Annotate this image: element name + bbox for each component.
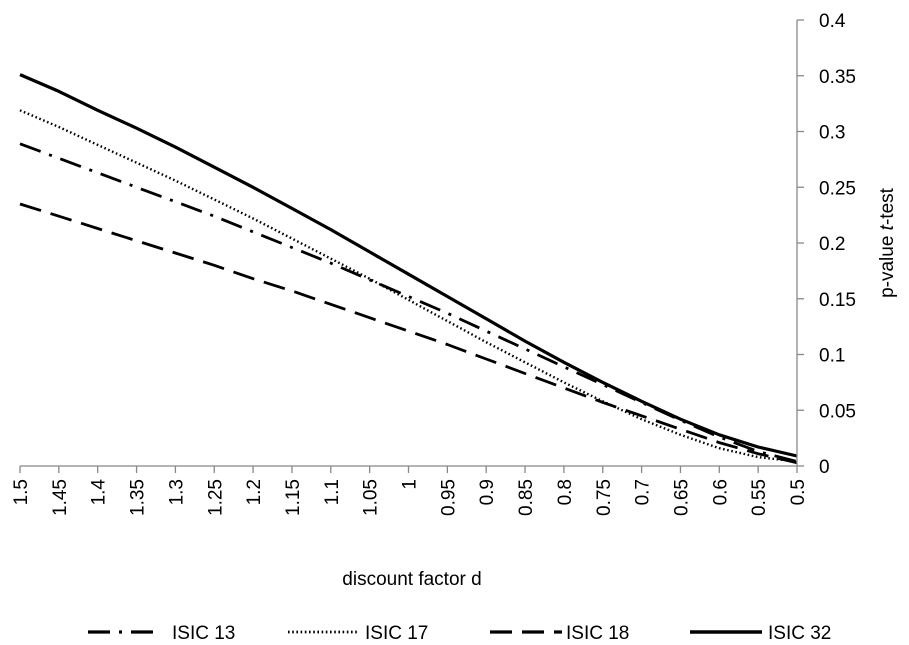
x-tick-label: 1.15 (283, 479, 304, 516)
x-axis: 1.5 1.45 1.4 1.35 1.3 1.25 1.2 1.15 1.1 1.05 1 0.95… (11, 465, 809, 516)
series-line (19, 202, 798, 465)
x-tick-label: 0.65 (671, 479, 692, 516)
y-axis: 0 0.05 0.1 0.15 0.2 0.25 0.3 0.35 0.4 (796, 11, 856, 478)
x-axis-label: discount factor d (342, 569, 481, 590)
x-tick-label: 0.7 (633, 479, 654, 505)
y-tick-label: 0.3 (819, 123, 845, 144)
series-line (19, 142, 798, 463)
x-tick-label: 0.95 (438, 479, 459, 516)
series-line (19, 73, 798, 458)
y-tick-label: 0.35 (819, 67, 856, 88)
y-tick-label: 0.25 (819, 178, 856, 199)
x-tick-label: 0.55 (749, 479, 770, 516)
x-tick-label: 0.5 (788, 479, 809, 505)
legend-label: ISIC 32 (768, 623, 831, 644)
x-tick-label: 0.9 (477, 479, 498, 505)
x-tick-label: 1.45 (50, 479, 71, 516)
legend: ISIC 13 ISIC 17 ISIC 18 ISIC 32 (88, 623, 831, 644)
x-tick-label: 1.25 (205, 479, 226, 516)
y-tick-label: 0.05 (819, 401, 856, 422)
x-tick-label: 1.3 (166, 479, 187, 505)
legend-label: ISIC 17 (365, 623, 428, 644)
y-tick-label: 0.1 (819, 346, 845, 367)
series-line (19, 109, 798, 463)
x-tick-label: 0.75 (594, 479, 615, 516)
y-axis-label-prefix: p-value (877, 230, 898, 298)
x-tick-label: 0.85 (516, 479, 537, 516)
legend-label: ISIC 13 (172, 623, 235, 644)
x-tick-label: 1 (400, 479, 421, 490)
y-tick-label: 0 (819, 457, 830, 478)
y-axis-label: p-value t-test (877, 187, 898, 298)
x-tick-label: 1.5 (11, 479, 32, 505)
x-tick-label: 1.35 (128, 479, 149, 516)
y-axis-label-suffix: -test (877, 187, 898, 225)
y-tick-label: 0.2 (819, 234, 845, 255)
x-tick-label: 1.2 (244, 479, 265, 505)
x-tick-label: 0.6 (710, 479, 731, 505)
series-lines (19, 73, 798, 465)
y-tick-label: 0.4 (819, 11, 846, 32)
y-tick-label: 0.15 (819, 290, 856, 311)
y-axis-label-italic: t (877, 224, 898, 230)
x-tick-label: 1.05 (361, 479, 382, 516)
x-tick-label: 1.1 (322, 479, 343, 505)
x-tick-label: 1.4 (89, 479, 110, 506)
legend-label: ISIC 18 (566, 623, 629, 644)
x-tick-label: 0.8 (555, 479, 576, 505)
